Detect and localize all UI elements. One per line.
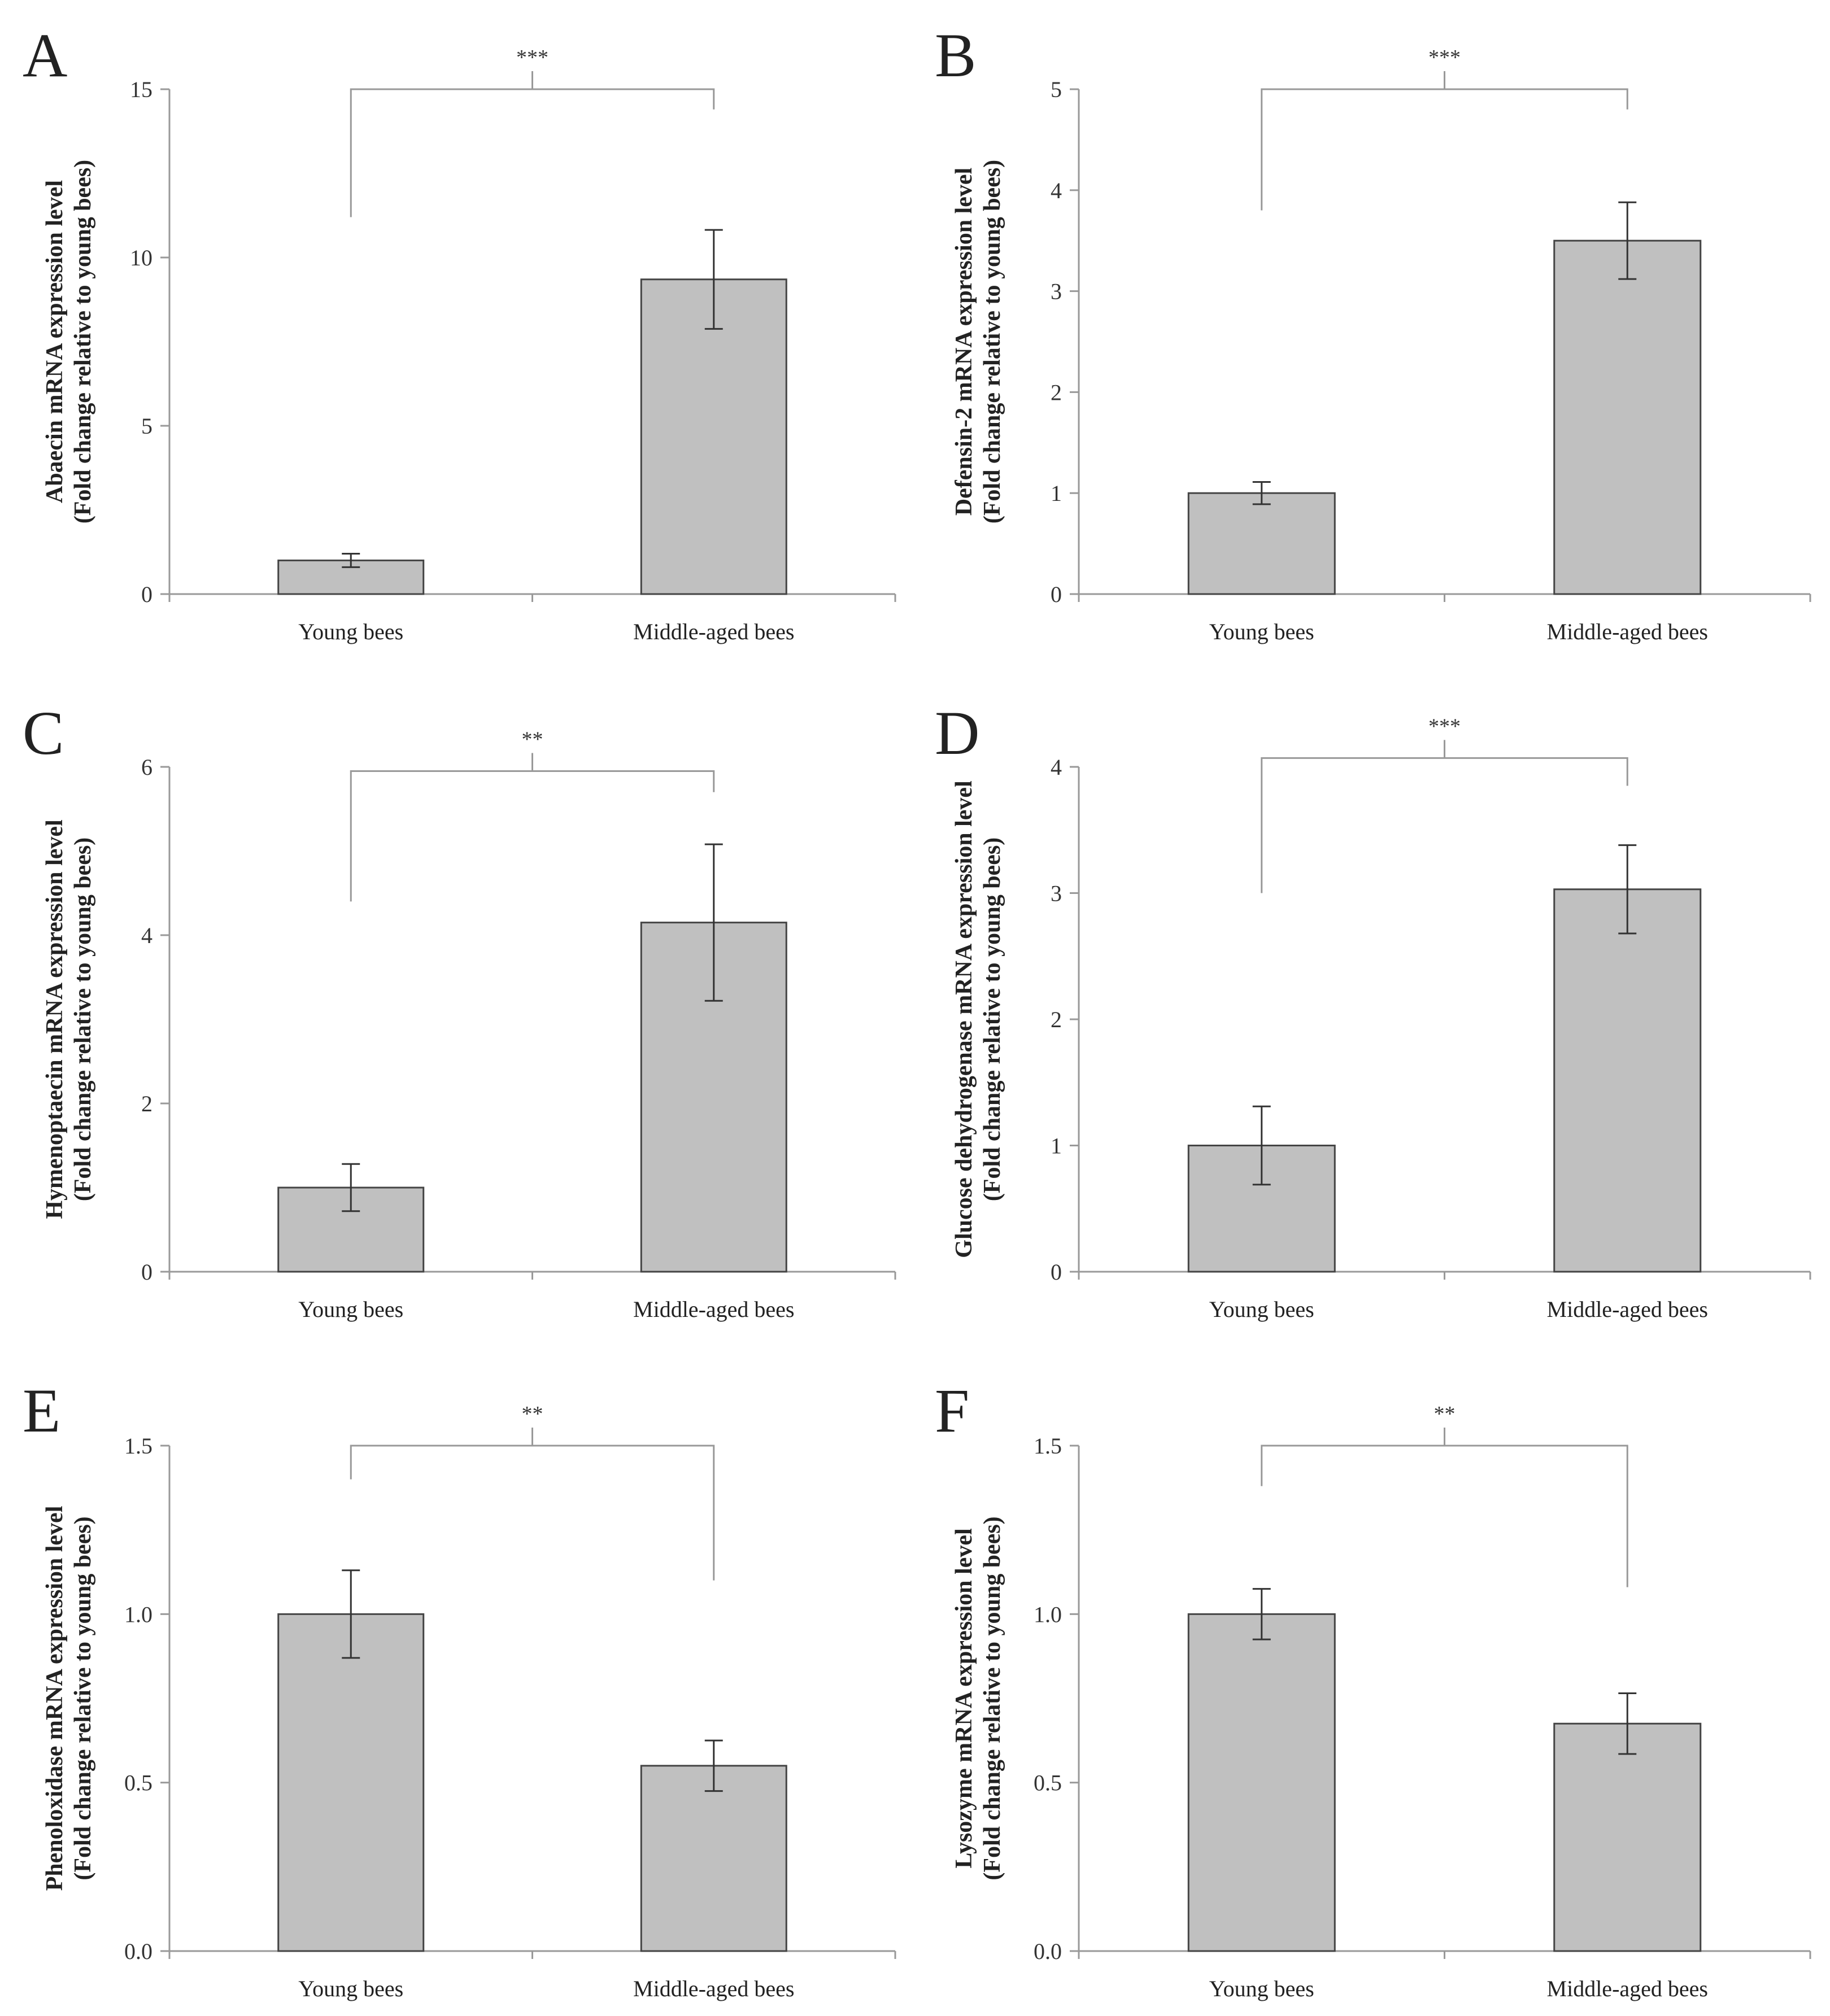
- category-label: Middle-aged bees: [633, 1976, 794, 2001]
- panel-f: F 0.0 0.5 1.0 1.5 Young bees Middle-aged bees *…: [935, 1376, 1811, 2001]
- panel-letter: E: [23, 1376, 60, 1445]
- y-axis-label: Abaecin mRNA expression level: [42, 180, 68, 503]
- y-tick-label: 0: [141, 1259, 152, 1285]
- bar-young: [1187, 1613, 1336, 1952]
- y-tick-label: 1.5: [124, 1433, 152, 1459]
- bar-young: [1187, 492, 1336, 595]
- y-tick-label: 1: [1051, 481, 1062, 506]
- significance-label: ***: [516, 46, 548, 69]
- y-axis-label: Lysozyme mRNA expression level: [951, 1528, 977, 1868]
- y-axis-label: (Fold change relative to young bees): [70, 1516, 96, 1880]
- y-tick-label: 4: [1051, 178, 1062, 203]
- category-label: Young bees: [1209, 1297, 1314, 1322]
- y-tick-label: 2: [1051, 1007, 1062, 1032]
- category-label: Middle-aged bees: [633, 619, 794, 644]
- significance-label: ***: [1428, 46, 1461, 69]
- y-axis-label: Phenoloxidase mRNA expression level: [42, 1506, 68, 1891]
- y-axis-label: (Fold change relative to young bees): [979, 160, 1005, 523]
- y-tick-label: 1.0: [124, 1602, 152, 1627]
- category-label: Middle-aged bees: [633, 1297, 794, 1322]
- bar-middle-aged: [640, 1765, 787, 1952]
- y-tick-label: 4: [1051, 754, 1062, 780]
- significance-bracket: [1261, 1445, 1628, 1587]
- bar-middle-aged: [1553, 239, 1702, 595]
- y-axis-label: (Fold change relative to young bees): [70, 160, 96, 523]
- y-tick-label: 5: [141, 413, 152, 439]
- panel-c: C 0 2 4 6 Young bees Middle-aged bees ** Hymenop…: [23, 699, 896, 1322]
- y-tick-label: 1.5: [1034, 1433, 1062, 1459]
- y-tick-label: 1: [1051, 1133, 1062, 1159]
- panel-letter: B: [935, 21, 976, 90]
- bar-middle-aged: [1553, 1722, 1702, 1952]
- y-tick-label: 1.0: [1034, 1602, 1062, 1627]
- y-tick-label: 0.0: [1034, 1939, 1062, 1964]
- y-tick-label: 0: [1051, 1259, 1062, 1285]
- y-tick-label: 3: [1051, 881, 1062, 906]
- significance-bracket: [350, 88, 715, 217]
- y-axis-label: (Fold change relative to young bees): [979, 837, 1005, 1201]
- significance-label: **: [522, 727, 543, 751]
- y-axis-label: (Fold change relative to young bees): [979, 1516, 1005, 1880]
- panel-letter: C: [23, 699, 64, 767]
- significance-bracket: [350, 770, 715, 902]
- y-axis-label: Hymenoptaecin mRNA expression level: [42, 819, 68, 1219]
- category-label: Young bees: [298, 1976, 403, 2001]
- panel-b: B 0 1 2 3 4 5 Young bees Middle-aged bees *** Defe…: [935, 21, 1811, 644]
- y-tick-label: 2: [1051, 379, 1062, 405]
- panel-letter: F: [935, 1376, 969, 1445]
- y-tick-label: 0.5: [124, 1770, 152, 1796]
- y-tick-label: 0.5: [1034, 1770, 1062, 1796]
- significance-label: ***: [1428, 714, 1461, 738]
- category-label: Young bees: [1209, 1976, 1314, 2001]
- y-axis-label: Defensin-2 mRNA expression level: [951, 168, 977, 516]
- y-tick-label: 5: [1051, 77, 1062, 102]
- y-tick-label: 4: [141, 923, 152, 948]
- y-tick-label: 10: [130, 245, 152, 270]
- panel-d: D 0 1 2 3 4 Young bees Middle-aged bees *** Gluco…: [935, 699, 1811, 1322]
- y-tick-label: 3: [1051, 279, 1062, 304]
- panel-e: E 0.0 0.5 1.0 1.5 Young bees Middle-aged bees *…: [23, 1376, 896, 2001]
- panel-letter: A: [23, 21, 67, 90]
- y-tick-label: 2: [141, 1091, 152, 1116]
- category-label: Young bees: [298, 619, 403, 644]
- y-tick-label: 0: [1051, 582, 1062, 607]
- y-axis-label: (Fold change relative to young bees): [70, 837, 96, 1201]
- bar-middle-aged: [640, 278, 787, 595]
- y-tick-label: 0: [141, 582, 152, 607]
- panel-letter: D: [935, 699, 979, 767]
- significance-label: **: [1434, 1402, 1456, 1426]
- y-axis-label: Glucose dehydrogenase mRNA expression le…: [951, 780, 977, 1258]
- significance-bracket: [350, 1445, 715, 1581]
- significance-bracket: [1261, 88, 1628, 211]
- bar-young: [277, 1613, 425, 1952]
- significance-label: **: [522, 1402, 543, 1426]
- significance-bracket: [1261, 757, 1628, 893]
- y-tick-label: 15: [130, 77, 152, 102]
- category-label: Young bees: [298, 1297, 403, 1322]
- bar-middle-aged: [1553, 888, 1702, 1273]
- y-tick-label: 6: [141, 754, 152, 780]
- category-label: Middle-aged bees: [1547, 1297, 1708, 1322]
- y-tick-label: 0.0: [124, 1939, 152, 1964]
- category-label: Middle-aged bees: [1547, 1976, 1708, 2001]
- category-label: Middle-aged bees: [1547, 619, 1708, 644]
- panel-a: A 0 5 10 15 Young bees Middle-aged bees *** Abae…: [23, 21, 896, 644]
- category-label: Young bees: [1209, 619, 1314, 644]
